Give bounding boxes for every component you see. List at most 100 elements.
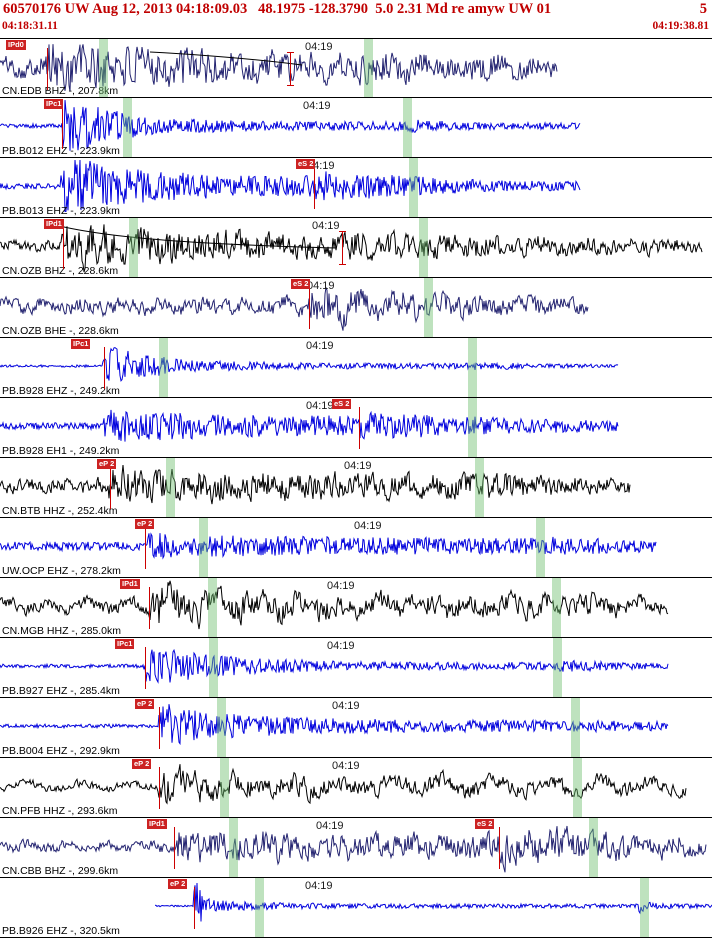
station-label: CN.MGB HHZ -, 285.0km xyxy=(2,625,122,637)
station-label: UW.OCP EHZ -, 278.2km xyxy=(2,565,121,577)
phase-pick-flag[interactable]: eP 2 xyxy=(132,759,152,770)
waveform[interactable] xyxy=(0,338,712,398)
header-right-flag: 5 xyxy=(699,1,707,17)
minute-label: 04:19 xyxy=(306,340,334,352)
phase-pick-line[interactable] xyxy=(309,287,310,329)
phase-window-band xyxy=(99,39,108,97)
station-label: CN.CBB BHZ -, 299.6km xyxy=(2,865,119,877)
minute-label: 04:19 xyxy=(344,460,372,472)
phase-pick-flag[interactable]: eS 2 xyxy=(291,279,311,290)
phase-pick-line[interactable] xyxy=(339,231,346,265)
waveform[interactable] xyxy=(0,278,712,338)
minute-label: 04:19 xyxy=(332,760,360,772)
phase-pick-flag[interactable]: eS 2 xyxy=(332,399,352,410)
phase-pick-line[interactable] xyxy=(174,827,175,869)
trace-panel[interactable]: 04:19 PB.B013 EHZ -, 223.9km eS 2 xyxy=(0,158,712,218)
phase-window-band xyxy=(424,278,433,337)
station-label: CN.OZB BHE -, 228.6km xyxy=(2,325,119,337)
phase-pick-flag[interactable]: IPd1 xyxy=(147,819,167,830)
phase-window-band xyxy=(468,338,477,397)
phase-pick-line[interactable] xyxy=(499,827,500,869)
phase-pick-flag[interactable]: IPd1 xyxy=(120,579,140,590)
minute-label: 04:19 xyxy=(327,640,355,652)
station-label: PB.B928 EH1 -, 249.2km xyxy=(2,445,120,457)
trace-panel[interactable]: 04:19 CN.OZB BHZ -, 228.6km IPd1 xyxy=(0,218,712,278)
phase-pick-flag[interactable]: IPd0 xyxy=(6,40,26,51)
phase-pick-flag[interactable]: eS 2 xyxy=(296,159,316,170)
waveform[interactable] xyxy=(0,218,712,278)
phase-pick-line[interactable] xyxy=(62,107,63,149)
minute-label: 04:19 xyxy=(332,700,360,712)
waveform[interactable] xyxy=(0,758,712,818)
minute-label: 04:19 xyxy=(307,280,335,292)
phase-pick-line[interactable] xyxy=(149,587,150,629)
trace-panel[interactable]: 04:19 UW.OCP EHZ -, 278.2km eP 2 xyxy=(0,518,712,578)
phase-pick-line[interactable] xyxy=(47,48,48,90)
phase-pick-line[interactable] xyxy=(359,407,360,449)
phase-pick-flag[interactable]: eP 2 xyxy=(135,699,155,710)
trace-panel[interactable]: 04:19 PB.B927 EHZ -, 285.4km IPc1 xyxy=(0,638,712,698)
phase-pick-line[interactable] xyxy=(287,52,294,86)
trace-panel[interactable]: 04:19 PB.B928 EH1 -, 249.2km eS 2 xyxy=(0,398,712,458)
minute-label: 04:19 xyxy=(303,100,331,112)
trace-panel[interactable]: 04:19 CN.CBB BHZ -, 299.6km IPd1 eS 2 xyxy=(0,818,712,878)
phase-pick-line[interactable] xyxy=(194,887,195,929)
waveform[interactable] xyxy=(0,398,712,458)
trace-panel[interactable]: 04:19 PB.B004 EHZ -, 292.9km eP 2 xyxy=(0,698,712,758)
waveform[interactable] xyxy=(0,878,712,938)
phase-pick-line[interactable] xyxy=(159,767,160,809)
phase-pick-flag[interactable]: eP 2 xyxy=(135,519,155,530)
phase-pick-flag[interactable]: IPc1 xyxy=(44,99,64,110)
phase-window-band xyxy=(123,98,132,157)
trace-list: 04:19 CN.EDB BHZ -, 207.8km IPd0 04:19 P… xyxy=(0,38,712,938)
phase-window-band xyxy=(166,458,175,517)
phase-pick-flag[interactable]: eP 2 xyxy=(168,879,188,890)
phase-pick-line[interactable] xyxy=(63,227,64,269)
minute-label: 04:19 xyxy=(354,520,382,532)
phase-pick-flag[interactable]: eS 2 xyxy=(475,819,495,830)
minute-label: 04:19 xyxy=(305,41,333,53)
station-label: PB.B927 EHZ -, 285.4km xyxy=(2,685,120,697)
waveform[interactable] xyxy=(0,698,712,758)
trace-panel[interactable]: 04:19 CN.MGB HHZ -, 285.0km IPd1 xyxy=(0,578,712,638)
phase-pick-line[interactable] xyxy=(145,647,146,689)
phase-window-band xyxy=(589,818,598,877)
trace-panel[interactable]: 04:19 PB.B928 EHZ -, 249.2km IPc1 xyxy=(0,338,712,398)
trace-panel[interactable]: 04:19 CN.OZB BHE -, 228.6km eS 2 xyxy=(0,278,712,338)
phase-pick-flag[interactable]: eP 2 xyxy=(97,459,117,470)
trace-panel[interactable]: 04:19 CN.EDB BHZ -, 207.8km IPd0 xyxy=(0,38,712,98)
station-label: PB.B013 EHZ -, 223.9km xyxy=(2,205,120,217)
phase-window-band xyxy=(552,578,561,637)
phase-window-band xyxy=(208,578,217,637)
phase-window-band xyxy=(419,218,428,277)
phase-pick-flag[interactable]: IPd1 xyxy=(44,219,64,230)
phase-window-band xyxy=(403,98,412,157)
phase-window-band xyxy=(571,698,580,757)
station-label: CN.BTB HHZ -, 252.4km xyxy=(2,505,118,517)
phase-pick-line[interactable] xyxy=(104,347,105,389)
event-summary: 60570176 UW Aug 12, 2013 04:18:09.03 48.… xyxy=(3,1,552,17)
waveform[interactable] xyxy=(0,638,712,698)
waveform[interactable] xyxy=(0,518,712,578)
phase-pick-line[interactable] xyxy=(314,167,315,209)
trace-panel[interactable]: 04:19 CN.PFB HHZ -, 293.6km eP 2 xyxy=(0,758,712,818)
station-label: PB.B004 EHZ -, 292.9km xyxy=(2,745,120,757)
phase-window-band xyxy=(475,458,484,517)
waveform[interactable] xyxy=(0,158,712,218)
waveform[interactable] xyxy=(0,818,712,878)
phase-pick-line[interactable] xyxy=(110,467,111,509)
phase-pick-line[interactable] xyxy=(159,707,160,749)
phase-pick-flag[interactable]: IPc1 xyxy=(115,639,135,650)
station-label: PB.B928 EHZ -, 249.2km xyxy=(2,385,120,397)
waveform[interactable] xyxy=(0,98,712,158)
trace-panel[interactable]: 04:19 PB.B926 EHZ -, 320.5km eP 2 xyxy=(0,878,712,938)
trace-panel[interactable]: 04:19 CN.BTB HHZ -, 252.4km eP 2 xyxy=(0,458,712,518)
waveform[interactable] xyxy=(0,458,712,518)
waveform[interactable] xyxy=(0,578,712,638)
phase-pick-line[interactable] xyxy=(145,527,146,569)
phase-pick-flag[interactable]: IPc1 xyxy=(71,339,91,350)
phase-window-band xyxy=(409,158,418,217)
phase-window-band xyxy=(553,638,562,697)
waveform[interactable] xyxy=(0,39,712,99)
trace-panel[interactable]: 04:19 PB.B012 EHZ -, 223.9km IPc1 xyxy=(0,98,712,158)
